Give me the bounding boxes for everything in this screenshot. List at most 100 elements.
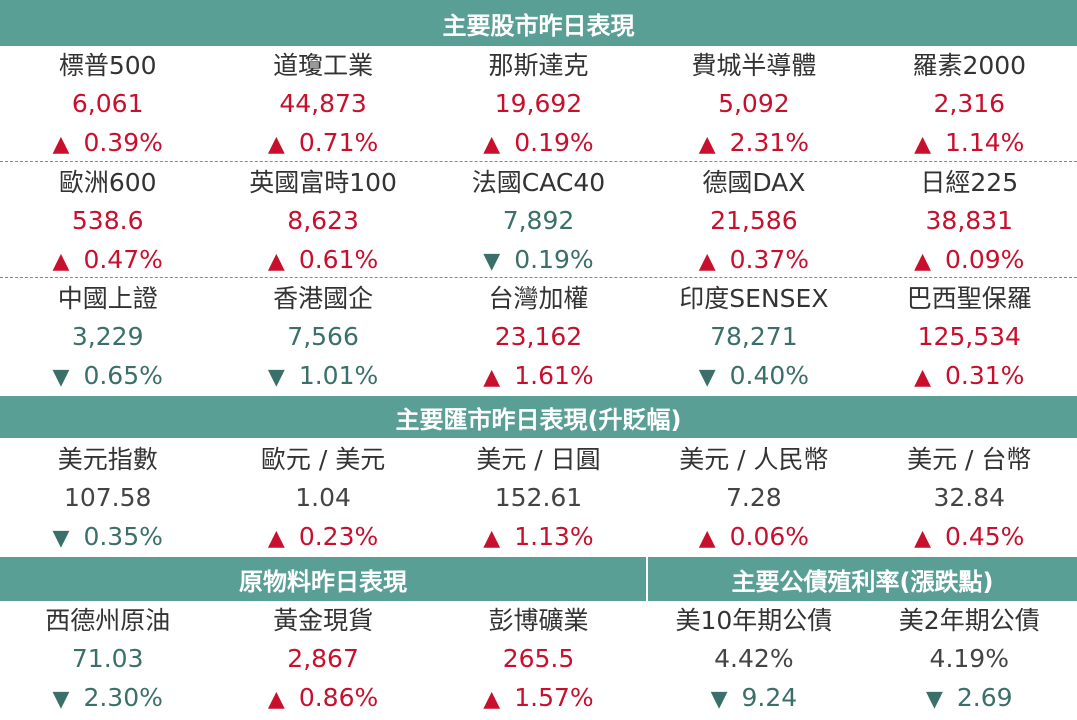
- change-value: 0.86%: [298, 683, 379, 712]
- change-value: 0.40%: [729, 361, 810, 390]
- change-value: 1.57%: [514, 683, 594, 712]
- quote-value: 125,534: [917, 322, 1021, 351]
- change-value: 1.61%: [514, 361, 594, 390]
- quote-change: ▲ 0.39%: [53, 123, 163, 163]
- fx-header: 主要匯市昨日表現(升貶幅): [0, 396, 1077, 438]
- up-arrow-icon: ▲: [267, 526, 285, 551]
- fx-title: 主要匯市昨日表現(升貶幅): [395, 405, 682, 434]
- quote-value: 265.5: [502, 644, 575, 673]
- down-arrow-icon: ▼: [925, 687, 943, 712]
- quote-name: 美2年期公債: [898, 606, 1040, 635]
- quote-cell: 美元 / 台幣 32.84 ▲ 0.45%: [862, 441, 1077, 557]
- up-arrow-icon: ▲: [914, 132, 931, 157]
- quote-name: 台灣加權: [488, 284, 589, 313]
- quote-cell: 香港國企 7,566 ▼ 1.01%: [215, 280, 430, 396]
- up-arrow-icon: ▲: [698, 526, 716, 551]
- quote-cell: 英國富時100 8,623 ▲ 0.61%: [215, 164, 430, 280]
- quote-name: 黃金現貨: [273, 606, 374, 635]
- quote-value: 1.04: [295, 483, 351, 512]
- quote-cell: 黃金現貨 2,867 ▲ 0.86%: [215, 602, 430, 718]
- quote-name: 美元指數: [57, 445, 158, 474]
- up-arrow-icon: ▲: [52, 249, 70, 274]
- quote-cell: 羅素2000 2,316 ▲ 1.14%: [862, 47, 1077, 163]
- quote-value: 3,229: [71, 322, 144, 351]
- quote-change: ▲ 2.31%: [699, 123, 809, 163]
- quote-cell: 日經225 38,831 ▲ 0.09%: [862, 164, 1077, 280]
- change-value: 0.19%: [514, 245, 594, 274]
- up-arrow-icon: ▲: [483, 365, 501, 390]
- quote-change: ▲ 0.45%: [914, 517, 1024, 557]
- commodities-header: 原物料昨日表現: [0, 557, 646, 601]
- quote-value: 107.58: [63, 483, 152, 512]
- quote-change: ▲ 0.23%: [268, 517, 378, 557]
- quote-value: 4.42%: [714, 644, 794, 673]
- quote-value: 7,892: [502, 206, 575, 235]
- down-arrow-icon: ▼: [267, 365, 285, 390]
- quote-change: ▼ 0.19%: [483, 240, 593, 280]
- quote-value: 8,623: [287, 206, 359, 235]
- stocks-row-1: 標普500 6,061 ▲ 0.39% 道瓊工業 44,873 ▲ 0.71% 那斯達克 19,6…: [0, 47, 1077, 163]
- quote-name: 日經225: [920, 168, 1019, 197]
- change-value: 0.45%: [945, 522, 1025, 551]
- change-value: 0.23%: [298, 522, 379, 551]
- quote-cell: 德國DAX 21,586 ▲ 0.37%: [646, 164, 861, 280]
- quote-name: 法國CAC40: [471, 168, 606, 197]
- up-arrow-icon: ▲: [267, 249, 285, 274]
- quote-cell: 歐元 / 美元 1.04 ▲ 0.23%: [215, 441, 430, 557]
- down-arrow-icon: ▼: [52, 526, 70, 551]
- quote-name: 德國DAX: [702, 168, 806, 197]
- quote-cell: 台灣加權 23,162 ▲ 1.61%: [431, 280, 646, 396]
- change-value: 2.69: [956, 683, 1013, 712]
- down-arrow-icon: ▼: [483, 249, 501, 274]
- down-arrow-icon: ▼: [52, 687, 70, 712]
- change-value: 0.37%: [729, 245, 810, 274]
- up-arrow-icon: ▲: [52, 132, 70, 157]
- change-value: 0.31%: [945, 361, 1025, 390]
- change-value: 0.19%: [514, 128, 594, 157]
- up-arrow-icon: ▲: [914, 365, 931, 390]
- quote-cell: 美2年期公債 4.19% ▼ 2.69: [862, 602, 1077, 718]
- quote-cell: 中國上證 3,229 ▼ 0.65%: [0, 280, 215, 396]
- quote-value: 32.84: [933, 483, 1006, 512]
- change-value: 1.13%: [514, 522, 594, 551]
- commodities-bonds-row: 西德州原油 71.03 ▼ 2.30% 黃金現貨 2,867 ▲ 0.86% 彭博礦業 265.5…: [0, 602, 1077, 718]
- quote-name: 巴西聖保羅: [906, 284, 1032, 313]
- up-arrow-icon: ▲: [483, 687, 501, 712]
- up-arrow-icon: ▲: [914, 526, 931, 551]
- quote-cell: 巴西聖保羅 125,534 ▲ 0.31%: [862, 280, 1077, 396]
- change-value: 1.14%: [945, 128, 1025, 157]
- quote-change: ▲ 0.06%: [699, 517, 809, 557]
- stocks-title: 主要股市昨日表現: [442, 11, 635, 40]
- up-arrow-icon: ▲: [267, 687, 285, 712]
- quote-name: 歐洲600: [58, 168, 157, 197]
- quote-cell: 歐洲600 538.6 ▲ 0.47%: [0, 164, 215, 280]
- quote-name: 美10年期公債: [675, 606, 833, 635]
- stocks-row-3: 中國上證 3,229 ▼ 0.65% 香港國企 7,566 ▼ 1.01% 台灣加權 23,162…: [0, 280, 1077, 396]
- quote-change: ▼ 2.69: [926, 678, 1013, 718]
- stocks-header: 主要股市昨日表現: [0, 0, 1077, 46]
- quote-value: 6,061: [71, 89, 144, 118]
- quote-value: 5,092: [718, 89, 790, 118]
- divider: [0, 161, 1077, 162]
- quote-name: 美元 / 人民幣: [679, 445, 829, 474]
- change-value: 0.06%: [729, 522, 810, 551]
- down-arrow-icon: ▼: [52, 365, 70, 390]
- quote-change: ▼ 1.01%: [268, 356, 378, 396]
- quote-cell: 美元 / 人民幣 7.28 ▲ 0.06%: [646, 441, 861, 557]
- quote-value: 7.28: [726, 483, 782, 512]
- quote-value: 152.61: [494, 483, 583, 512]
- quote-change: ▼ 0.65%: [53, 356, 163, 396]
- quote-change: ▲ 0.19%: [483, 123, 593, 163]
- quote-name: 羅素2000: [912, 51, 1027, 80]
- quote-cell: 法國CAC40 7,892 ▼ 0.19%: [431, 164, 646, 280]
- quote-cell: 西德州原油 71.03 ▼ 2.30%: [0, 602, 215, 718]
- quote-value: 4.19%: [929, 644, 1009, 673]
- quote-value: 2,867: [287, 644, 359, 673]
- fx-row: 美元指數 107.58 ▼ 0.35% 歐元 / 美元 1.04 ▲ 0.23% 美元 / 日圓…: [0, 441, 1077, 557]
- quote-change: ▼ 9.24: [711, 678, 798, 718]
- up-arrow-icon: ▲: [267, 132, 285, 157]
- quote-change: ▼ 2.30%: [53, 678, 163, 718]
- quote-name: 彭博礦業: [488, 606, 589, 635]
- quote-name: 美元 / 日圓: [476, 445, 601, 474]
- quote-name: 西德州原油: [45, 606, 171, 635]
